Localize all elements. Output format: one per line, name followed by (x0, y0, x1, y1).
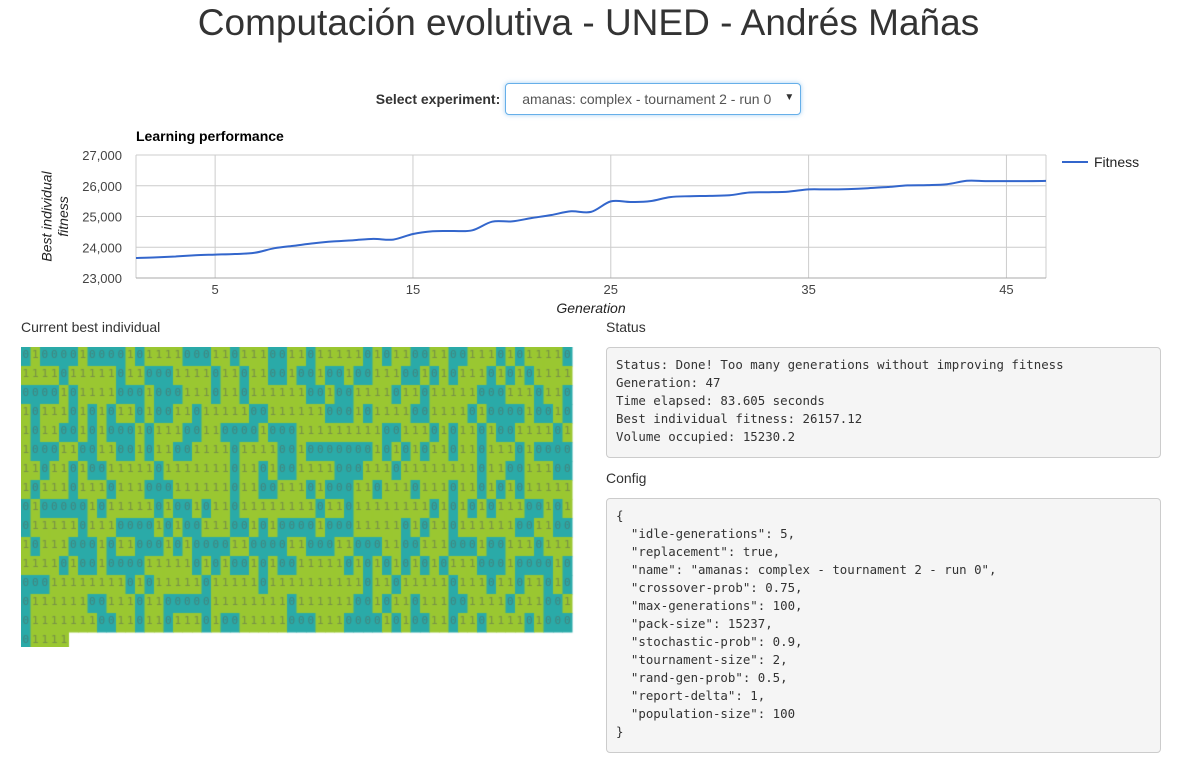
individual-label: Current best individual (21, 319, 161, 335)
status-line: Status: Done! Too many generations witho… (616, 357, 1064, 372)
config-line: "report-delta": 1, (616, 688, 766, 703)
config-line: "crossover-prob": 0.75, (616, 580, 803, 595)
best-individual-grid (21, 347, 574, 647)
experiment-select-value: amanas: complex - tournament 2 - run 0 (522, 91, 772, 107)
config-line: "stochastic-prob": 0.9, (616, 634, 803, 649)
config-label: Config (606, 470, 647, 486)
config-line: "population-size": 100 (616, 706, 796, 721)
experiment-label: Select experiment: (375, 91, 501, 107)
y-tick-label: 24,000 (82, 240, 122, 255)
config-line: "pack-size": 15237, (616, 616, 773, 631)
status-line: Time elapsed: 83.605 seconds (616, 393, 825, 408)
config-line: "tournament-size": 2, (616, 652, 788, 667)
status-label: Status (606, 319, 646, 335)
config-line: "name": "amanas: complex - tournament 2 … (616, 562, 997, 577)
config-line: "replacement": true, (616, 544, 781, 559)
chevron-down-icon: ▼ (784, 92, 795, 103)
status-line: Generation: 47 (616, 375, 721, 390)
x-tick-label: 5 (212, 282, 219, 297)
experiment-select[interactable]: amanas: complex - tournament 2 - run 0 ▼ (505, 83, 802, 115)
x-axis-title: Generation (556, 300, 625, 316)
x-tick-label: 35 (801, 282, 815, 297)
x-tick-label: 25 (604, 282, 618, 297)
fitness-series-line (135, 179, 1047, 259)
legend-label: Fitness (1094, 154, 1139, 170)
y-axis-title: Best individualfitness (39, 170, 71, 261)
y-tick-label: 27,000 (82, 148, 122, 163)
config-line: } (616, 724, 624, 739)
chart-title: Learning performance (136, 128, 284, 144)
learning-performance-chart: Learning performance 23,000 24,000 25,000 26… (39, 128, 1139, 316)
y-tick-label: 23,000 (82, 271, 122, 286)
x-tick-label: 15 (406, 282, 420, 297)
page-title: Computación evolutiva - UNED - Andrés Ma… (197, 2, 980, 43)
status-line: Best individual fitness: 26157.12 (616, 411, 863, 426)
y-tick-label: 25,000 (82, 210, 122, 225)
y-tick-label: 26,000 (82, 179, 122, 194)
x-tick-label: 45 (999, 282, 1013, 297)
status-panel: Status: Done! Too many generations witho… (606, 347, 1161, 458)
status-line: Volume occupied: 15230.2 (616, 429, 796, 444)
config-panel: { "idle-generations": 5, "replacement": … (606, 498, 1161, 753)
config-line: "max-generations": 100, (616, 598, 803, 613)
config-line: "rand-gen-prob": 0.5, (616, 670, 788, 685)
config-line: "idle-generations": 5, (616, 526, 796, 541)
experiment-selector: Select experiment: amanas: complex - tou… (0, 82, 1177, 116)
config-line: { (616, 508, 624, 523)
